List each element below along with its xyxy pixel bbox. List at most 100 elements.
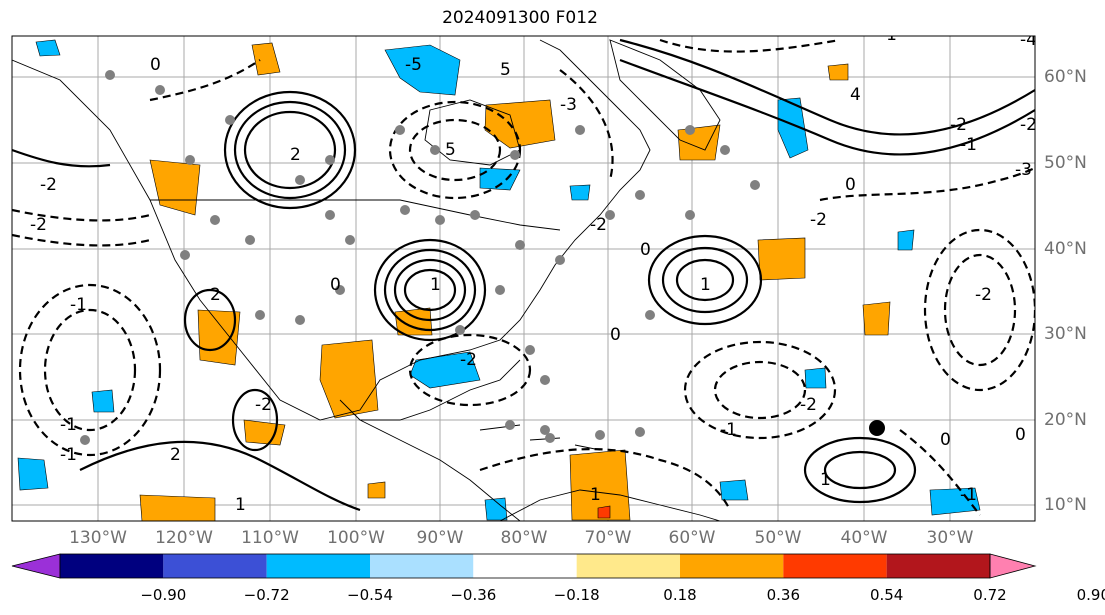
longitude-label: 120°W — [155, 528, 213, 548]
contour-solid — [803, 436, 917, 504]
station-dot — [495, 285, 505, 295]
station-dot — [225, 115, 235, 125]
contour-label: -3 — [1015, 160, 1032, 180]
station-dot — [750, 180, 760, 190]
station-dot — [245, 235, 255, 245]
shade-blob — [484, 497, 508, 521]
latitude-label: 30°N — [1044, 324, 1087, 344]
contour-dashed — [408, 333, 532, 407]
station-dot — [505, 420, 515, 430]
station-dot — [105, 70, 115, 80]
contour-label: -1 — [880, 25, 897, 45]
contour-solid — [647, 234, 763, 326]
latitude-label: 20°N — [1044, 410, 1087, 430]
shade-blob — [17, 457, 49, 491]
contour-solid — [79, 440, 361, 512]
observation-stations — [80, 70, 760, 445]
colorbar-tick-label: −0.18 — [553, 586, 600, 604]
longitude-label: 100°W — [327, 528, 385, 548]
colorbar — [11, 553, 1037, 579]
contour-label: 1 — [430, 275, 441, 295]
caribbean-islands — [479, 424, 601, 451]
contour-label: 1 — [235, 495, 246, 515]
contour-label: -2 — [460, 350, 477, 370]
contour-label: 0 — [330, 275, 341, 295]
south-america-outline — [499, 489, 721, 521]
contour-label: -1 — [60, 445, 77, 465]
colorbar-tick-label: 0.72 — [973, 586, 1007, 604]
contour-solid — [373, 238, 487, 342]
colorbar-segment — [60, 554, 164, 578]
contour-label: 1 — [820, 470, 831, 490]
colorbar-segment — [576, 554, 680, 578]
contour-label: 1 — [700, 275, 711, 295]
contour-label: 4 — [850, 85, 861, 105]
shade-blob — [569, 449, 631, 521]
shade-blob — [149, 159, 201, 216]
shade-blob — [677, 124, 721, 161]
contour-label: 2 — [290, 145, 301, 165]
station-dot — [295, 175, 305, 185]
contour-dashed — [18, 283, 162, 457]
longitude-label: 30°W — [926, 528, 974, 548]
contour-label: -1 — [960, 135, 977, 155]
shade-blob — [243, 419, 286, 446]
shade-blob — [197, 309, 241, 366]
shade-blob — [777, 97, 809, 159]
shade-blob — [862, 301, 891, 336]
contour-label: 0 — [150, 55, 161, 75]
station-dot — [595, 430, 605, 440]
contour-label: -2 — [800, 395, 817, 415]
contour-dashed — [683, 340, 837, 440]
station-dot — [80, 435, 90, 445]
contour-solid — [675, 258, 735, 302]
colorbar-tick-label: 0.18 — [663, 586, 697, 604]
longitude-label: 60°W — [668, 528, 716, 548]
contour-solid — [619, 38, 1035, 136]
contour-label: -2 — [950, 115, 967, 135]
station-dot — [685, 210, 695, 220]
longitude-label: 80°W — [500, 528, 548, 548]
shade-blob — [319, 339, 379, 419]
contour-solid — [383, 248, 477, 332]
hudson-bay-outline — [424, 99, 521, 166]
shade-blob — [827, 63, 849, 81]
longitude-label: 130°W — [69, 528, 127, 548]
station-dot — [605, 210, 615, 220]
station-dot — [295, 315, 305, 325]
colorbar-segment — [370, 554, 474, 578]
station-dot — [540, 375, 550, 385]
shade-blob — [479, 167, 521, 191]
colorbar-tick-label: −0.36 — [450, 586, 497, 604]
longitude-label: 110°W — [241, 528, 299, 548]
contour-dashed — [12, 208, 151, 222]
contour-label: -2 — [30, 215, 47, 235]
contour-solid — [619, 58, 1035, 156]
shade-blob — [597, 505, 611, 519]
colorbar-segment — [680, 554, 784, 578]
contour-label: 1 — [590, 485, 601, 505]
colorbar-tick-label: −0.72 — [243, 586, 290, 604]
contour-label: 0 — [845, 175, 856, 195]
contour-label: -2 — [1020, 115, 1037, 135]
shade-blob — [35, 39, 61, 57]
station-dot — [430, 145, 440, 155]
station-dot — [635, 427, 645, 437]
contour-solid — [12, 148, 111, 168]
contour-solid — [823, 450, 897, 490]
shade-blob — [91, 389, 115, 413]
contour-label: 2 — [210, 285, 221, 305]
contour-label: -2 — [40, 175, 57, 195]
contour-solid — [231, 388, 279, 452]
longitude-label: 50°W — [754, 528, 802, 548]
longitude-label: 90°W — [416, 528, 464, 548]
contour-solid — [233, 100, 347, 200]
us-border — [150, 199, 561, 231]
contour-label: 0 — [940, 430, 951, 450]
station-dot — [540, 425, 550, 435]
station-dot — [720, 145, 730, 155]
station-dot — [255, 310, 265, 320]
contour-dashed — [559, 69, 614, 181]
latitude-label: 60°N — [1044, 67, 1087, 87]
